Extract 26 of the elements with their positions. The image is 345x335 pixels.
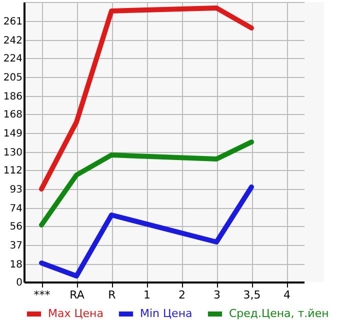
y-tick-label: 261: [3, 16, 22, 28]
x-tick-label: ***: [34, 288, 51, 302]
y-tick-label: 186: [3, 92, 22, 102]
x-tick-label: RA: [70, 288, 85, 302]
y-tick-label: 224: [3, 54, 22, 64]
legend-label: Min Цена: [140, 307, 192, 320]
y-tick-label: 149: [3, 128, 22, 140]
x-tick-label: 4: [284, 288, 290, 302]
x-tick-label: R: [108, 288, 116, 302]
y-tick-label: 0: [16, 278, 22, 288]
x-tick-label: 1: [144, 288, 150, 302]
legend-label: Max Цена: [48, 307, 104, 320]
y-tick-label: 56: [10, 222, 22, 232]
y-tick-label: 168: [3, 110, 22, 120]
y-tick-label: 112: [3, 166, 22, 176]
x-tick-label: 2: [178, 288, 186, 302]
y-tick-label: 37: [10, 240, 22, 252]
x-tick-label: 3: [214, 288, 220, 302]
y-tick-label: 74: [10, 204, 22, 214]
y-tick-label: 18: [10, 260, 22, 270]
x-tick-label: 3,5: [243, 288, 261, 302]
legend-label: Сред.Цена, т.йен: [229, 307, 329, 320]
y-tick-label: 242: [3, 36, 22, 46]
y-tick-label: 205: [3, 72, 22, 84]
y-tick-label: 93: [10, 184, 22, 196]
y-tick-label: 130: [3, 148, 22, 158]
